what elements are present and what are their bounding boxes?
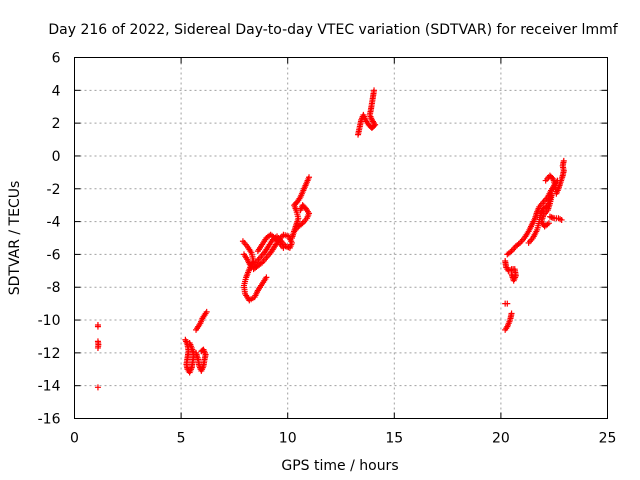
- data-point: [199, 347, 206, 354]
- y-tick-label: 6: [52, 51, 61, 67]
- data-point: [94, 344, 101, 351]
- data-point: [306, 174, 313, 181]
- chart-title: Day 216 of 2022, Sidereal Day-to-day VTE…: [48, 22, 618, 38]
- x-tick-label: 10: [279, 431, 297, 447]
- data-point: [545, 220, 552, 227]
- data-point: [504, 300, 511, 307]
- data-point: [508, 310, 515, 317]
- y-tick-label: -6: [47, 247, 61, 263]
- data-point: [94, 384, 101, 391]
- data-point: [94, 323, 101, 330]
- data-point: [263, 274, 270, 281]
- y-tick-label: 2: [52, 116, 61, 132]
- data-point: [198, 348, 205, 355]
- axis-ticks: [74, 57, 608, 419]
- y-tick-label: 4: [52, 83, 61, 99]
- y-tick-labels: 6 4 2 0 -2 -4 -6 -8 -10 -12 -14 -16: [38, 51, 61, 428]
- y-tick-label: -2: [47, 182, 61, 198]
- data-point: [297, 207, 304, 214]
- data-point: [558, 216, 565, 223]
- data-point: [560, 157, 567, 164]
- data-point: [280, 244, 287, 251]
- data-point: [203, 308, 210, 315]
- data-point: [186, 340, 193, 347]
- x-tick-label: 25: [599, 431, 617, 447]
- data-point: [371, 87, 378, 94]
- data-points: [94, 87, 567, 391]
- y-axis-title: SDTVAR / TECUs: [7, 181, 23, 296]
- data-point: [250, 266, 257, 273]
- y-tick-label: -4: [47, 215, 61, 231]
- y-tick-label: -12: [38, 346, 61, 362]
- x-tick-labels: 0 5 10 15 20 25: [70, 431, 616, 447]
- x-tick-label: 5: [177, 431, 186, 447]
- plot-frame: [74, 57, 608, 419]
- x-tick-label: 15: [385, 431, 403, 447]
- y-tick-label: -8: [47, 280, 61, 296]
- y-tick-label: -14: [38, 379, 61, 395]
- y-tick-label: -16: [38, 412, 61, 428]
- x-tick-label: 0: [70, 431, 79, 447]
- data-point: [508, 271, 515, 278]
- y-tick-label: -10: [38, 313, 61, 329]
- y-tick-label: 0: [52, 149, 61, 165]
- grid-lines: [74, 57, 608, 419]
- x-axis-title: GPS time / hours: [281, 458, 398, 474]
- x-tick-label: 20: [492, 431, 510, 447]
